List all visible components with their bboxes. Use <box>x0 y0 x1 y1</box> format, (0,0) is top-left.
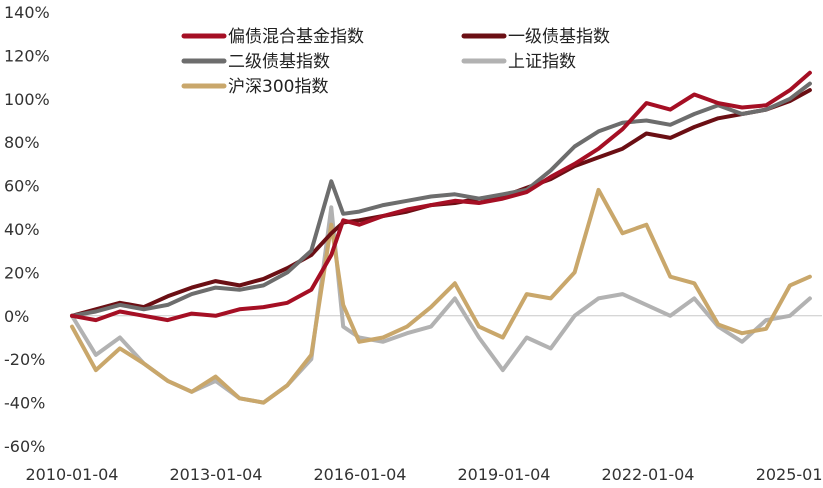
legend-item: 沪深300指数 <box>181 77 328 97</box>
series-line <box>70 205 812 405</box>
y-tick-label: 120% <box>4 46 50 65</box>
x-tick-label: 2013-01-04 <box>170 465 263 484</box>
legend-label: 沪深300指数 <box>228 77 328 97</box>
legend-label: 二级债基指数 <box>228 52 330 72</box>
y-tick-label: 60% <box>4 177 40 196</box>
x-tick-label: 2019-01-04 <box>458 465 551 484</box>
y-tick-label: 0% <box>4 307 29 326</box>
y-tick-label: 80% <box>4 133 40 152</box>
legend-label: 偏债混合基金指数 <box>228 27 364 47</box>
legend-item: 一级债基指数 <box>461 27 610 47</box>
legend-label: 一级债基指数 <box>508 27 610 47</box>
legend-item: 偏债混合基金指数 <box>181 27 364 47</box>
y-tick-label: -40% <box>4 394 45 413</box>
x-tick-label: 2016-01-04 <box>314 465 407 484</box>
y-axis-ticks: 140% 120% 100% 80% 60% 40% 20% 0% -20% -40% -60% <box>4 3 50 456</box>
x-tick-label: 2010-01-04 <box>26 465 119 484</box>
x-tick-label: 2022-01-04 <box>602 465 695 484</box>
y-tick-label: 40% <box>4 220 40 239</box>
y-tick-label: 100% <box>4 90 50 109</box>
legend-label: 上证指数 <box>508 52 576 72</box>
y-tick-label: -60% <box>4 437 45 456</box>
y-tick-label: 20% <box>4 263 40 282</box>
x-axis-ticks: 2010-01-04 2013-01-04 2016-01-04 2019-01-04… <box>26 465 823 484</box>
y-tick-label: -20% <box>4 350 45 369</box>
legend-item: 二级债基指数 <box>181 52 330 72</box>
x-tick-label: 2025-01- <box>756 465 823 484</box>
series-line <box>70 81 812 318</box>
y-tick-label: 140% <box>4 3 50 22</box>
series-line <box>70 70 812 323</box>
legend-item: 上证指数 <box>461 52 576 72</box>
plot-lines <box>70 70 812 405</box>
series-line <box>70 187 812 405</box>
